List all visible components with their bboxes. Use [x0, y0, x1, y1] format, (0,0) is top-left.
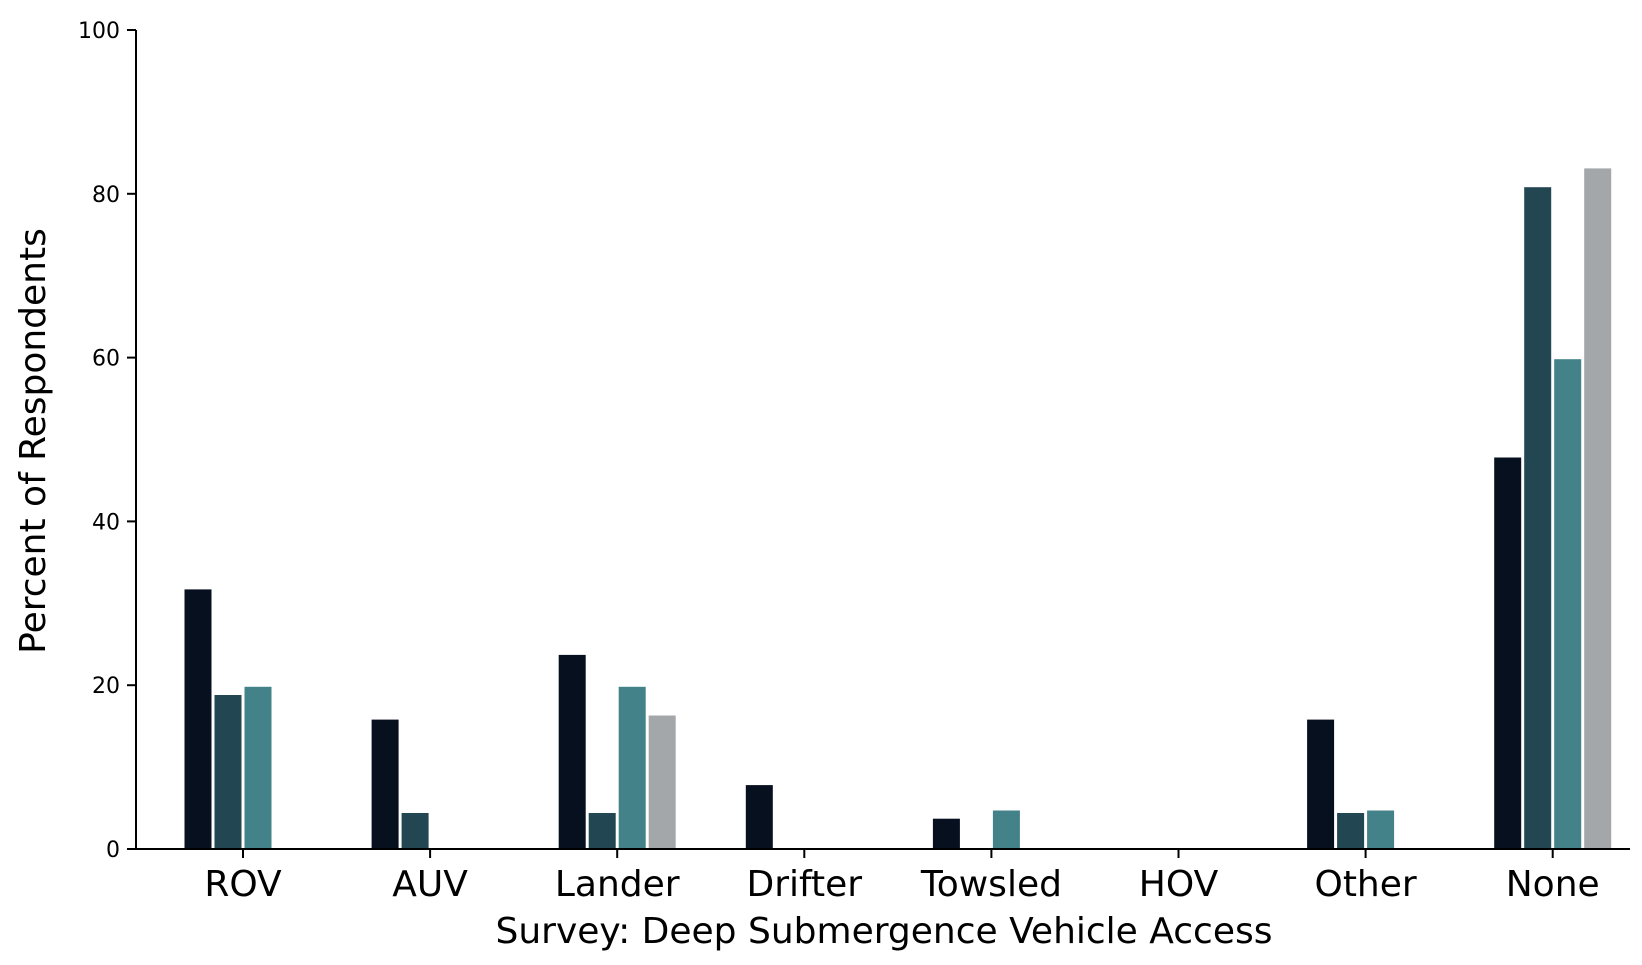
bar-rov-s1 [184, 589, 212, 849]
x-tick-label-towsled: Towsled [920, 864, 1062, 905]
y-axis: 0 20 40 60 80 100 [78, 19, 137, 863]
bar-lander-s1 [558, 654, 586, 849]
y-tick-label: 0 [106, 838, 120, 863]
y-axis-title: Percent of Respondents [13, 228, 54, 654]
bar-none-s3 [1554, 359, 1582, 849]
x-tick-label-drifter: Drifter [746, 864, 862, 905]
bar-lander-s3 [618, 686, 646, 849]
bar-rov-s2 [214, 695, 242, 849]
y-tick-label: 40 [92, 510, 120, 535]
bar-other-s1 [1307, 719, 1335, 849]
bar-none-s4 [1584, 168, 1612, 849]
x-tick-label-other: Other [1314, 864, 1416, 905]
y-tick-label: 20 [92, 674, 120, 699]
x-tick-label-auv: AUV [392, 864, 468, 905]
y-tick-label: 60 [92, 347, 120, 372]
bar-towsled-s1 [932, 818, 960, 849]
bar-rov-s3 [244, 686, 272, 849]
bar-none-s2 [1524, 187, 1552, 849]
bar-lander-s4 [648, 715, 676, 849]
x-axis-title: Survey: Deep Submergence Vehicle Access [495, 911, 1272, 952]
bar-other-s3 [1367, 810, 1395, 849]
bar-other-s2 [1337, 813, 1365, 849]
x-tick-label-none: None [1506, 864, 1600, 905]
x-tick-label-rov: ROV [204, 864, 282, 905]
bar-none-s1 [1494, 457, 1522, 849]
bar-lander-s2 [588, 813, 616, 849]
y-tick-label: 100 [78, 19, 120, 44]
x-tick-label-lander: Lander [555, 864, 680, 905]
bar-towsled-s3 [992, 810, 1020, 849]
bar-drifter-s1 [745, 785, 773, 849]
bars-group [184, 168, 1612, 849]
x-tick-label-hov: HOV [1139, 864, 1219, 905]
bar-auv-s1 [371, 719, 399, 849]
x-axis: ROV AUV Lander Drifter Towsled HOV Other None [136, 848, 1630, 905]
bar-auv-s2 [401, 813, 429, 849]
y-tick-label: 80 [92, 183, 120, 208]
